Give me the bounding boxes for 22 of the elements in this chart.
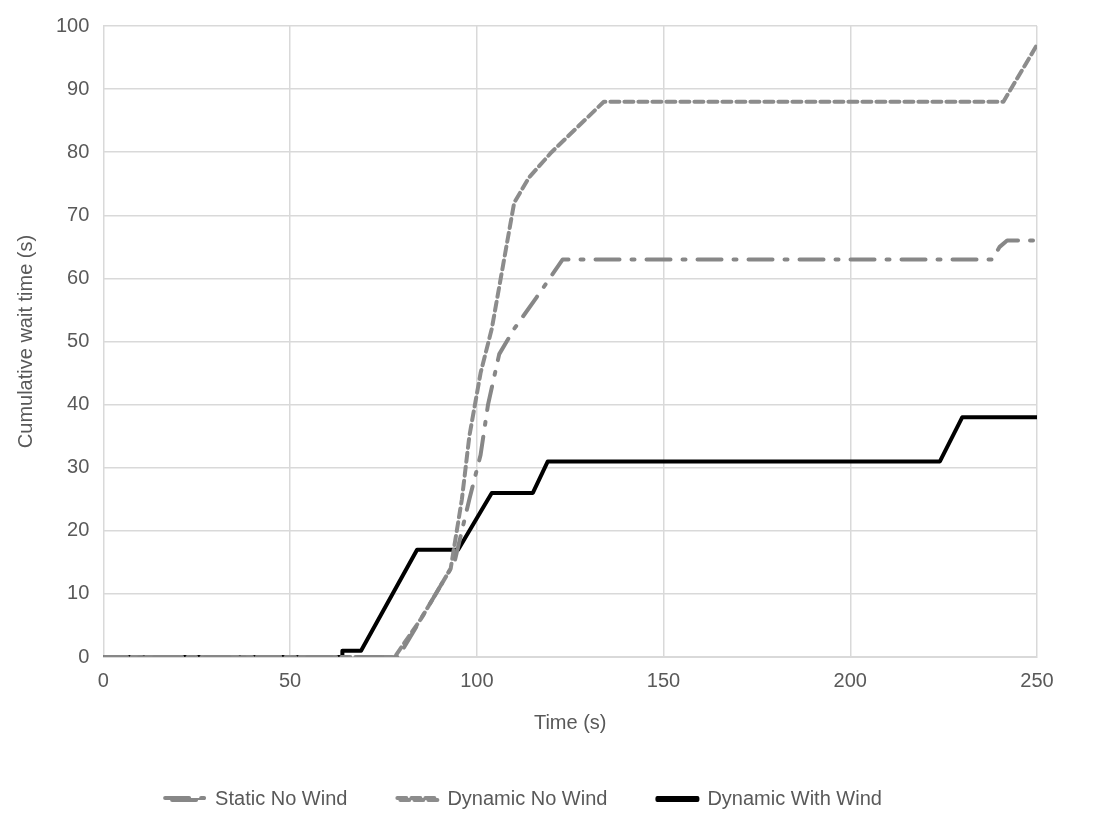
x-axis-title: Time (s) xyxy=(533,710,607,733)
y-tick-label: 60 xyxy=(67,265,90,288)
y-tick-label: 0 xyxy=(78,644,90,667)
y-tick-label: 50 xyxy=(67,329,90,352)
y-tick-label: 90 xyxy=(67,76,90,99)
legend-label: Dynamic No Wind xyxy=(447,786,608,809)
x-tick-label: 100 xyxy=(460,668,494,691)
y-tick-label: 20 xyxy=(67,518,90,541)
y-tick-label: 40 xyxy=(67,392,90,415)
y-tick-label: 10 xyxy=(67,581,90,604)
y-tick-label: 70 xyxy=(67,202,90,225)
x-tick-label: 50 xyxy=(278,668,302,691)
x-tick-label: 0 xyxy=(97,668,109,691)
y-tick-label: 30 xyxy=(67,455,90,478)
y-tick-label: 80 xyxy=(67,139,90,162)
x-tick-label: 150 xyxy=(646,668,681,691)
legend-label: Dynamic With Wind xyxy=(707,786,882,809)
legend-label: Static No Wind xyxy=(215,786,348,809)
y-tick-label: 100 xyxy=(55,13,90,36)
x-tick-label: 250 xyxy=(1020,668,1054,691)
x-tick-label: 200 xyxy=(833,668,867,691)
y-axis-title: Cumulative wait time (s) xyxy=(13,234,36,449)
